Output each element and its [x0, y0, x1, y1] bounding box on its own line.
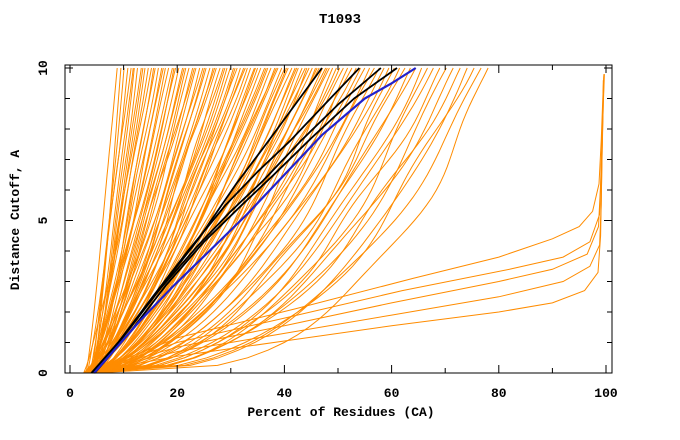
orange-model-curve — [85, 67, 246, 374]
orange-model-curve — [91, 67, 468, 374]
orange-model-curve — [97, 67, 401, 374]
orange-model-curve — [83, 67, 152, 374]
x-tick-label: 0 — [66, 386, 74, 401]
axes — [64, 64, 613, 374]
orange-model-curve — [96, 67, 306, 374]
orange-model-curve — [86, 67, 132, 374]
x-tick-label: 100 — [594, 386, 618, 401]
orange-model-curve — [95, 67, 155, 374]
orange-model-curve — [84, 67, 411, 374]
y-tick-label: 0 — [36, 369, 51, 377]
orange-model-curve — [96, 67, 330, 374]
chart-title: T1093 — [319, 12, 361, 28]
orange-model-curve — [86, 67, 390, 374]
x-tick-label: 40 — [277, 386, 293, 401]
orange-model-curve — [89, 67, 357, 374]
y-axis-label: Distance Cutoff, A — [8, 150, 23, 291]
orange-model-curve — [96, 67, 256, 374]
orange-model-curve — [96, 67, 489, 374]
y-tick-label: 5 — [36, 216, 51, 224]
orange-model-curve — [84, 67, 287, 374]
orange-model-curve — [95, 67, 175, 374]
orange-model-curve — [86, 67, 248, 374]
orange-model-curve — [96, 67, 308, 374]
x-tick-label: 20 — [169, 386, 185, 401]
orange-model-curve — [92, 67, 298, 374]
orange-model-curve — [88, 67, 231, 374]
orange-outlier-curve — [89, 74, 605, 374]
orange-model-curve — [91, 67, 205, 374]
y-tick-label: 10 — [36, 60, 51, 76]
orange-model-curve — [88, 67, 313, 374]
orange-model-curve — [89, 67, 366, 374]
blue-reference-curve — [93, 67, 417, 374]
orange-model-curve — [90, 67, 149, 374]
orange-model-curve — [91, 67, 328, 374]
orange-model-curve — [87, 67, 406, 374]
orange-model-curve — [92, 67, 441, 374]
orange-model-curve — [95, 67, 236, 374]
orange-model-curve — [91, 67, 417, 374]
x-tick-label: 80 — [491, 386, 507, 401]
orange-model-curve — [94, 67, 277, 374]
orange-model-curve — [89, 67, 461, 374]
x-axis-label: Percent of Residues (CA) — [247, 405, 434, 420]
orange-model-curve — [88, 67, 164, 374]
orange-model-curve — [93, 67, 341, 374]
black-highlight-curve — [92, 67, 382, 374]
orange-model-curve — [92, 67, 262, 374]
model-curves — [83, 67, 605, 374]
orange-model-curve — [91, 67, 318, 374]
orange-model-curve — [84, 67, 344, 374]
black-highlight-curve — [94, 67, 398, 374]
orange-model-curve — [91, 67, 134, 374]
orange-model-curve — [88, 67, 228, 374]
orange-model-curve — [83, 67, 216, 374]
orange-model-curve — [92, 67, 144, 374]
orange-model-curve — [85, 67, 118, 374]
orange-outlier-curve — [90, 74, 605, 374]
orange-model-curve — [88, 67, 385, 374]
orange-model-curve — [86, 67, 195, 374]
orange-model-curve — [89, 67, 173, 374]
orange-model-curve — [94, 67, 434, 374]
orange-model-curve — [88, 67, 226, 374]
orange-model-curve — [92, 67, 267, 374]
orange-model-curve — [97, 67, 349, 374]
orange-model-curve — [89, 67, 371, 374]
orange-model-curve — [93, 67, 428, 374]
orange-model-curve — [85, 67, 475, 374]
orange-model-curve — [95, 67, 395, 374]
orange-outlier-curve — [87, 80, 604, 374]
x-tick-label: 60 — [384, 386, 400, 401]
tick-labels: 0 20 40 60 80 100 0 5 10 — [36, 60, 618, 401]
orange-model-curve — [87, 67, 482, 374]
orange-model-curve — [96, 67, 289, 374]
orange-model-curve — [88, 67, 423, 374]
orange-model-curve — [85, 67, 454, 374]
